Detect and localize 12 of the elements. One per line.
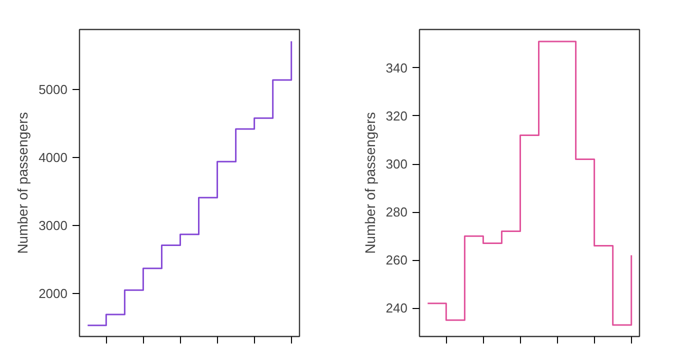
y-tick-label: 3000 — [38, 218, 68, 233]
y-tick-label: 340 — [386, 60, 408, 76]
y-tick-label: 320 — [386, 108, 408, 124]
y-tick-label: 4000 — [38, 150, 68, 166]
y-tick-label: 2000 — [38, 286, 68, 301]
y-axis-title: Number of passengers — [14, 112, 31, 254]
y-tick-label: 5000 — [38, 82, 68, 98]
y-axis-title: Number of passengers — [362, 112, 378, 254]
y-tick-label: 280 — [386, 204, 408, 220]
y-tick-label: 240 — [386, 300, 408, 316]
y-tick-label: 300 — [386, 156, 408, 172]
y-tick-label: 260 — [386, 252, 408, 268]
